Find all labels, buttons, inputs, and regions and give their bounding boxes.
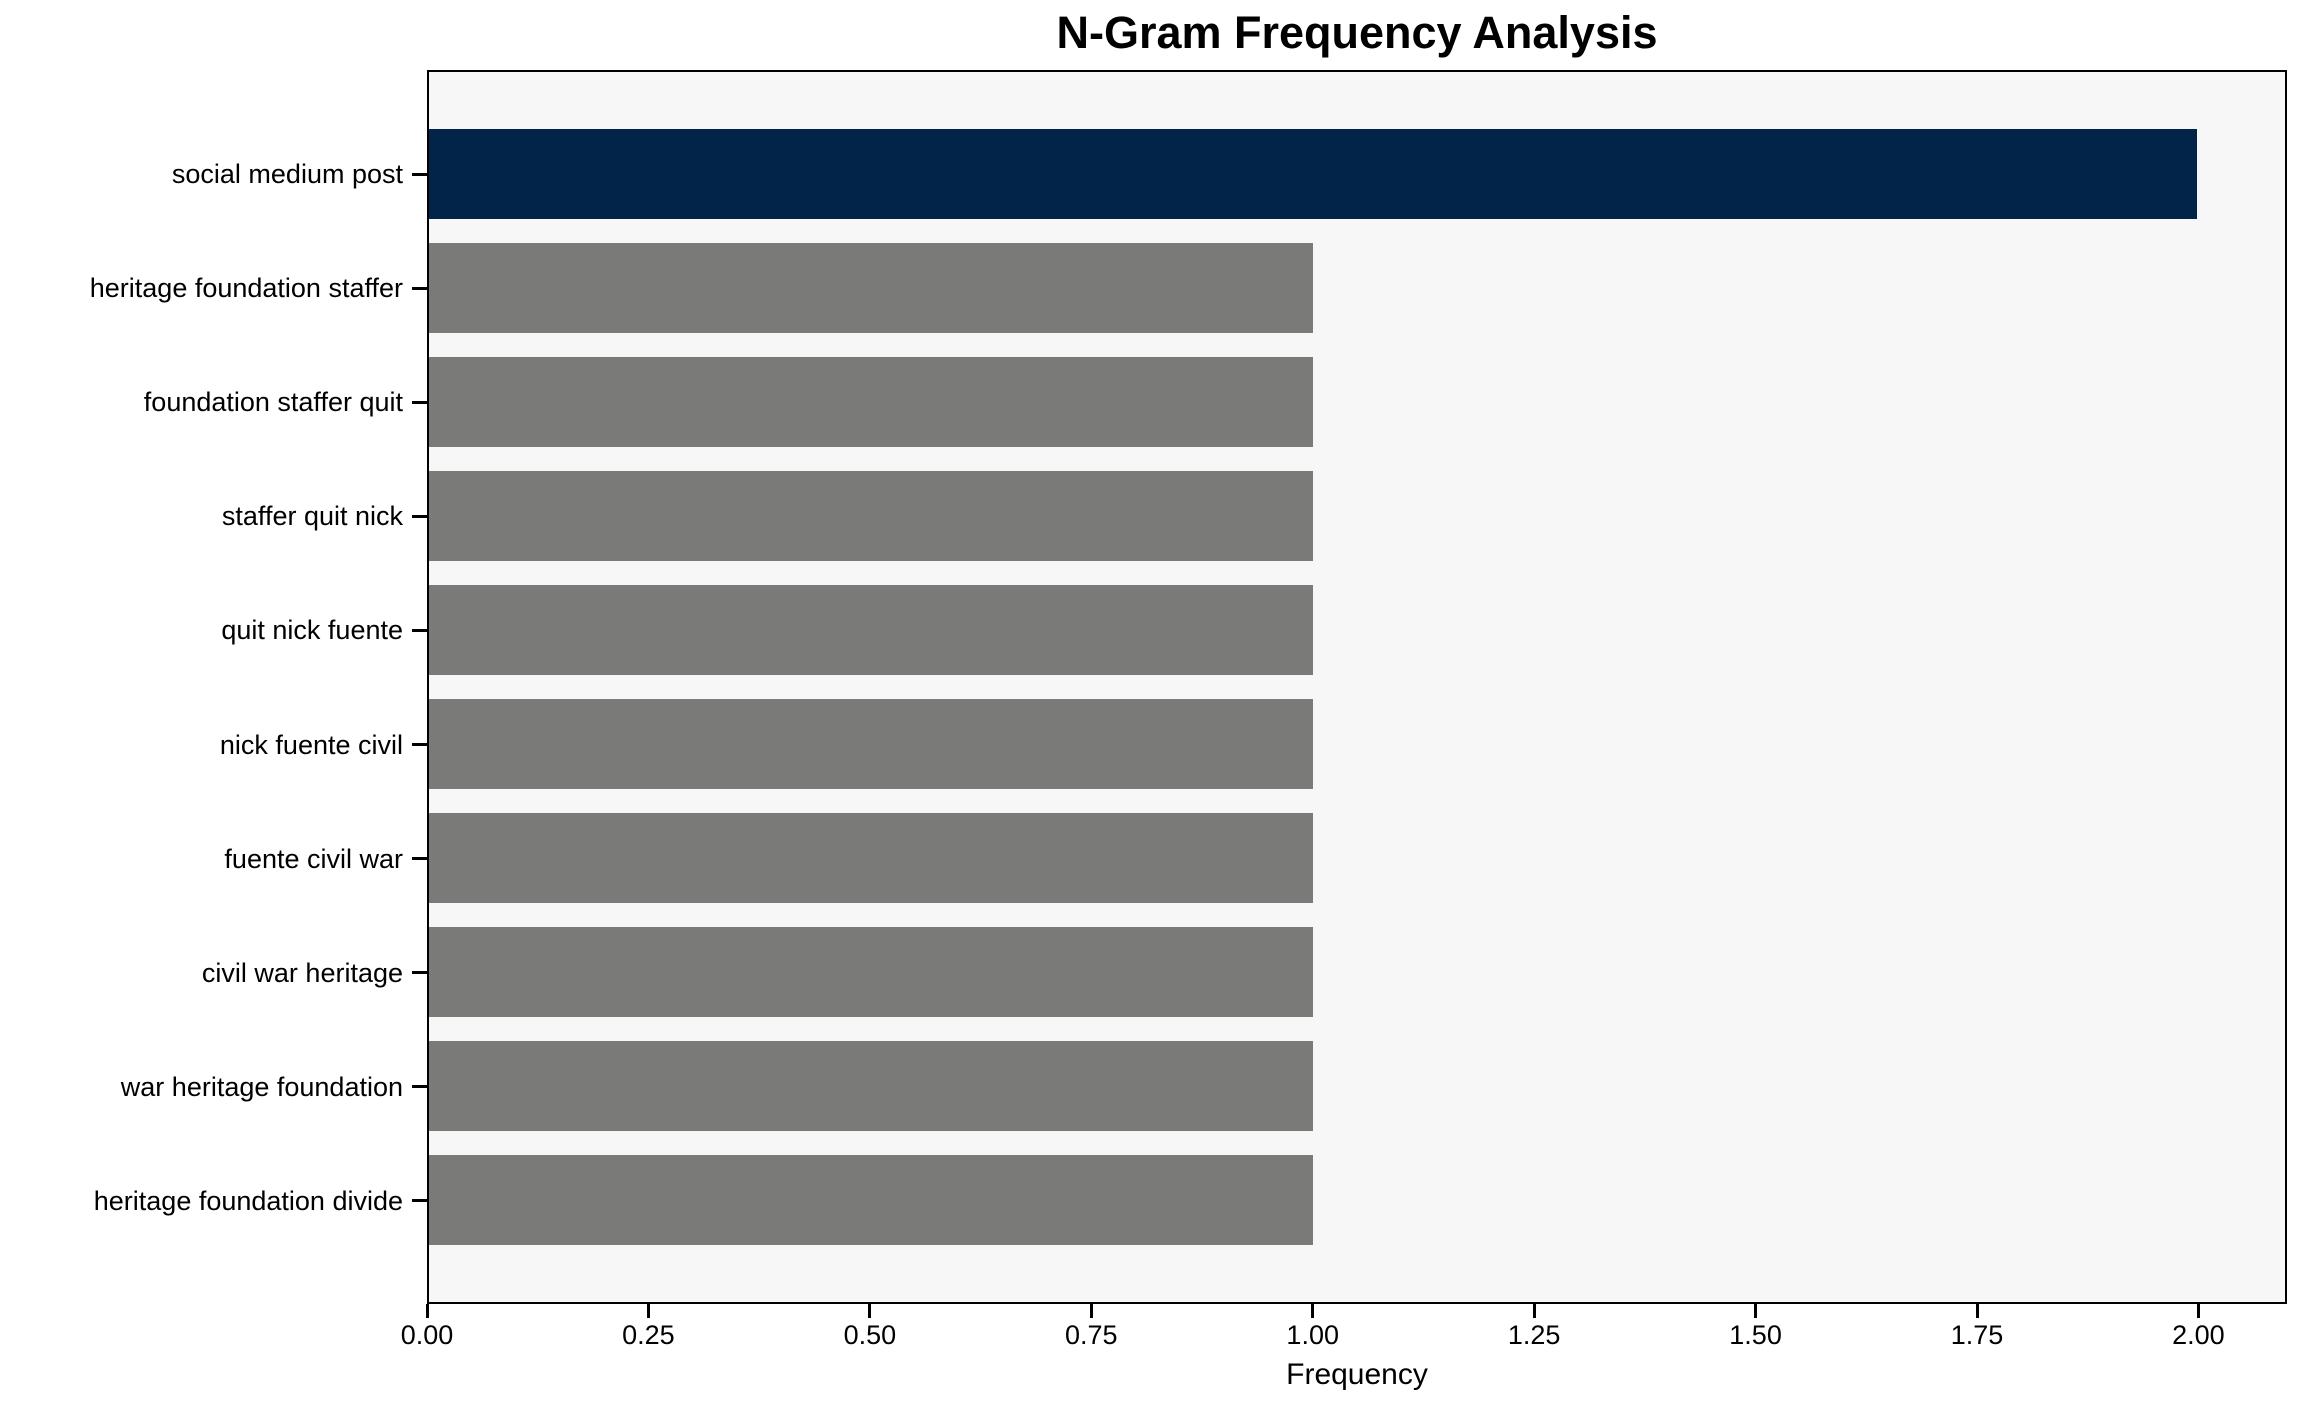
- y-tick-label: social medium post: [171, 159, 403, 189]
- x-tick-mark: [1532, 1304, 1536, 1318]
- x-tick-mark: [1311, 1304, 1315, 1318]
- y-tick-mark: [412, 1199, 427, 1203]
- x-tick-label: 1.25: [1507, 1320, 1561, 1350]
- bar-war-heritage-foundation: [429, 1041, 1313, 1132]
- bar-nick-fuente-civil: [429, 699, 1313, 790]
- y-tick-mark: [412, 172, 427, 176]
- y-tick-label: heritage foundation divide: [93, 1185, 403, 1216]
- x-tick-label: 1.75: [1950, 1320, 2004, 1350]
- bar-social-medium-post: [429, 128, 2197, 219]
- y-tick-label: staffer quit nick: [221, 501, 403, 532]
- x-tick-mark: [868, 1304, 872, 1318]
- y-tick-label: heritage foundation staffer: [89, 273, 403, 304]
- y-tick-label: nick fuente civil: [219, 729, 403, 760]
- y-axis: social medium post heritage foundation st…: [0, 70, 427, 1304]
- y-tick-label: foundation staffer quit: [143, 387, 403, 418]
- x-tick-label: 0.50: [843, 1320, 897, 1350]
- bar-heritage-foundation-staffer: [429, 242, 1313, 333]
- y-tick-label: quit nick fuente: [221, 615, 403, 646]
- bar-quit-nick-fuente: [429, 584, 1313, 675]
- x-tick-mark: [1975, 1304, 1979, 1318]
- y-tick-label: civil war heritage: [201, 957, 403, 988]
- y-tick-label: war heritage foundation: [120, 1071, 403, 1102]
- y-tick-mark: [412, 400, 427, 404]
- y-tick-label: fuente civil war: [224, 843, 403, 874]
- x-tick-label: 1.00: [1286, 1320, 1339, 1350]
- x-tick-label: 0.00: [400, 1320, 454, 1350]
- bar-civil-war-heritage: [429, 927, 1313, 1018]
- bar-fuente-civil-war: [429, 813, 1313, 904]
- y-tick-mark: [412, 1085, 427, 1089]
- x-tick-mark: [1089, 1304, 1093, 1318]
- y-tick-mark: [412, 857, 427, 861]
- x-axis: 0.00 0.25 0.50 0.75 1.00 1.25 1.50 1.75 2.00: [401, 1304, 2287, 1364]
- x-tick-mark: [425, 1304, 429, 1318]
- bar-heritage-foundation-divide: [429, 1155, 1313, 1246]
- x-tick-label: 0.25: [622, 1320, 675, 1350]
- y-tick-mark: [412, 628, 427, 632]
- y-tick-mark: [412, 971, 427, 975]
- x-tick-mark: [1754, 1304, 1758, 1318]
- x-tick-label: 1.50: [1729, 1320, 1782, 1350]
- x-axis-label: Frequency: [1286, 1358, 1428, 1391]
- bar-staffer-quit-nick: [429, 470, 1313, 561]
- chart-title: N-Gram Frequency Analysis: [1056, 7, 1658, 58]
- x-tick-label: 0.75: [1065, 1320, 1118, 1350]
- y-tick-mark: [412, 286, 427, 290]
- plot-area: [427, 70, 2287, 1304]
- bar-foundation-staffer-quit: [429, 356, 1313, 447]
- x-tick-mark: [2196, 1304, 2200, 1318]
- x-tick-label: 2.00: [2172, 1320, 2225, 1350]
- x-tick-mark: [646, 1304, 650, 1318]
- y-tick-mark: [412, 514, 427, 518]
- y-tick-mark: [412, 743, 427, 747]
